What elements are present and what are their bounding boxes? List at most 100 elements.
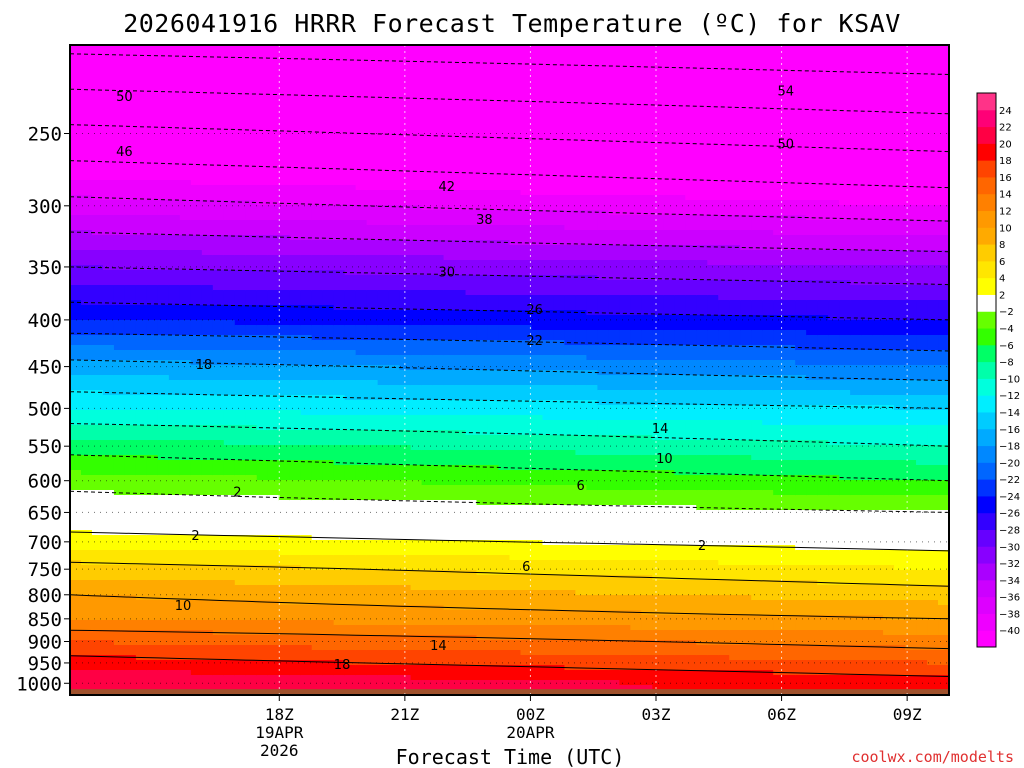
field-cell xyxy=(256,90,269,96)
field-cell xyxy=(421,265,434,271)
field-cell xyxy=(289,290,302,296)
field-cell xyxy=(278,155,291,161)
field-cell xyxy=(300,90,313,96)
field-cell xyxy=(70,345,82,351)
field-cell xyxy=(157,485,170,491)
field-cell xyxy=(399,670,412,676)
field-cell xyxy=(366,465,379,471)
field-cell xyxy=(102,550,115,556)
field-cell xyxy=(421,500,434,506)
field-cell xyxy=(234,680,247,686)
field-cell xyxy=(465,65,478,71)
field-cell xyxy=(399,260,412,266)
field-cell xyxy=(399,375,412,381)
field-cell xyxy=(366,215,379,221)
field-cell xyxy=(388,300,401,306)
field-cell xyxy=(454,450,467,456)
field-cell xyxy=(377,255,390,261)
field-cell xyxy=(278,170,291,176)
field-cell xyxy=(355,560,368,566)
field-cell xyxy=(333,555,346,561)
field-cell xyxy=(377,655,390,661)
field-cell xyxy=(190,155,203,161)
field-cell xyxy=(124,265,137,271)
field-cell xyxy=(399,120,412,126)
field-cell xyxy=(399,110,412,116)
field-cell xyxy=(70,85,82,91)
field-cell xyxy=(212,595,225,601)
field-cell xyxy=(443,560,456,566)
field-cell xyxy=(168,255,181,261)
field-cell xyxy=(366,290,379,296)
field-cell xyxy=(487,180,500,186)
field-cell xyxy=(388,405,401,411)
field-cell xyxy=(322,330,335,336)
field-cell xyxy=(421,630,434,636)
field-cell xyxy=(146,400,159,406)
field-cell xyxy=(267,675,280,681)
field-cell xyxy=(102,370,115,376)
field-cell xyxy=(399,380,412,386)
field-cell xyxy=(278,620,291,626)
field-cell xyxy=(399,410,412,416)
field-cell xyxy=(124,640,137,646)
field-cell xyxy=(245,545,258,551)
field-cell xyxy=(124,325,137,331)
field-cell xyxy=(289,315,302,321)
field-cell xyxy=(278,545,291,551)
field-cell xyxy=(201,595,214,601)
field-cell xyxy=(399,185,412,191)
field-cell xyxy=(102,55,115,61)
field-cell xyxy=(102,430,115,436)
field-cell xyxy=(80,550,93,556)
field-cell xyxy=(399,90,412,96)
field-cell xyxy=(168,250,181,256)
field-cell xyxy=(234,120,247,126)
field-cell xyxy=(168,240,181,246)
field-cell xyxy=(256,160,269,166)
field-cell xyxy=(355,170,368,176)
field-cell xyxy=(201,685,214,691)
field-cell xyxy=(432,675,445,681)
field-cell xyxy=(289,180,302,186)
field-cell xyxy=(234,580,247,586)
field-cell xyxy=(421,240,434,246)
field-cell xyxy=(311,640,324,646)
field-cell xyxy=(234,445,247,451)
field-cell xyxy=(300,555,313,561)
field-cell xyxy=(190,245,203,251)
field-cell xyxy=(311,500,324,506)
field-cell xyxy=(278,565,291,571)
field-cell xyxy=(355,330,368,336)
field-cell xyxy=(267,270,280,276)
field-cell xyxy=(113,450,126,456)
field-cell xyxy=(179,440,192,446)
field-cell xyxy=(300,55,313,61)
field-cell xyxy=(124,645,137,651)
field-cell xyxy=(179,325,192,331)
field-cell xyxy=(190,585,203,591)
field-cell xyxy=(245,470,258,476)
field-cell xyxy=(113,595,126,601)
field-cell xyxy=(201,185,214,191)
field-cell xyxy=(91,265,104,271)
field-cell xyxy=(157,645,170,651)
field-cell xyxy=(465,110,478,116)
field-cell xyxy=(179,275,192,281)
field-cell xyxy=(135,385,148,391)
field-cell xyxy=(289,45,302,51)
field-cell xyxy=(421,150,434,156)
field-cell xyxy=(179,90,192,96)
field-cell xyxy=(443,85,456,91)
field-cell xyxy=(300,205,313,211)
field-cell xyxy=(278,550,291,556)
field-cell xyxy=(223,670,236,676)
field-cell xyxy=(377,240,390,246)
field-cell xyxy=(355,400,368,406)
field-cell xyxy=(377,125,390,131)
field-cell xyxy=(70,145,82,151)
field-cell xyxy=(179,210,192,216)
field-cell xyxy=(135,215,148,221)
field-cell xyxy=(223,360,236,366)
field-cell xyxy=(245,60,258,66)
